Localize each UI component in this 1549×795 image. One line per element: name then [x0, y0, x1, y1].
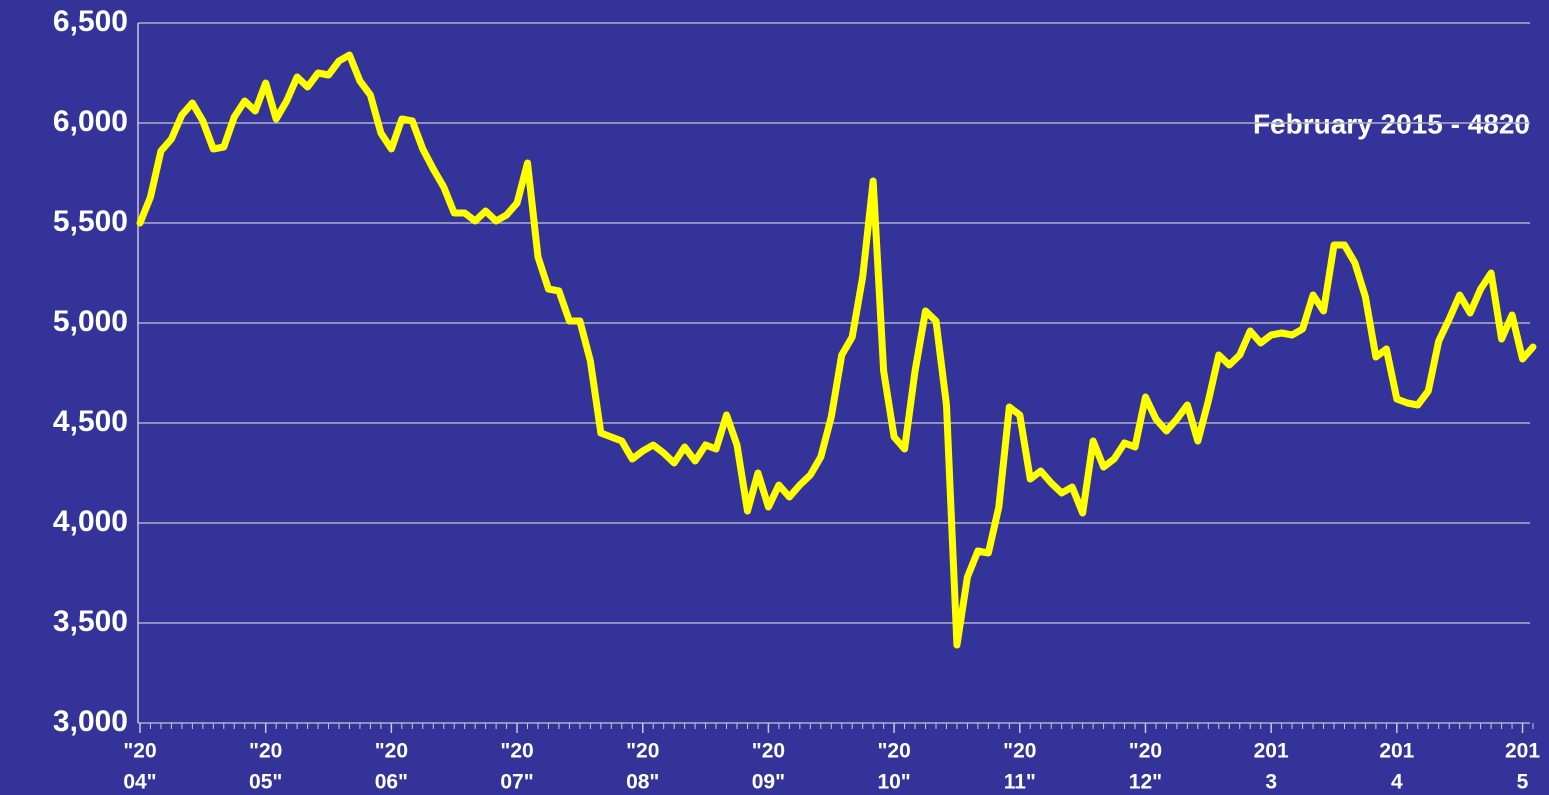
y-tick-label: 5,500	[53, 205, 128, 238]
x-tick-label: 4	[1391, 771, 1403, 794]
x-tick-label: 05"	[249, 771, 282, 794]
x-tick-label: 11"	[1004, 771, 1036, 794]
y-tick-label: 6,000	[53, 105, 128, 138]
x-tick-label: 06"	[375, 771, 408, 794]
y-tick-label: 4,000	[53, 505, 128, 538]
y-tick-label: 3,000	[53, 705, 128, 738]
x-tick-label: "20	[1003, 740, 1036, 763]
x-tick-label: 07"	[500, 771, 533, 794]
y-tick-label: 4,500	[53, 405, 128, 438]
x-tick-label: "20	[500, 740, 533, 763]
x-tick-label: 201	[1379, 740, 1414, 763]
annotation: February 2015 - 4820	[1253, 108, 1530, 139]
x-tick-label: 09"	[752, 771, 785, 794]
data-line	[136, 51, 1537, 649]
x-tick-label: 3	[1265, 771, 1277, 794]
x-tick-label: "20	[626, 740, 659, 763]
x-tick-label: 04"	[123, 771, 156, 794]
x-tick-label: 5	[1517, 771, 1529, 794]
x-tick-label: "20	[877, 740, 910, 763]
x-tick-label: "20	[249, 740, 282, 763]
x-tick-label: 10"	[877, 771, 910, 794]
y-tick-label: 3,500	[53, 605, 128, 638]
x-tick-label: "20	[123, 740, 156, 763]
x-tick-label: "20	[1129, 740, 1162, 763]
x-tick-label: 201	[1254, 740, 1289, 763]
y-tick-label: 5,000	[53, 305, 128, 338]
x-tick-label: "20	[752, 740, 785, 763]
x-tick-label: 08"	[626, 771, 659, 794]
x-tick-label: 201	[1505, 740, 1540, 763]
y-tick-label: 6,500	[53, 5, 128, 38]
x-tick-label: 12"	[1129, 771, 1162, 794]
x-tick-label: "20	[375, 740, 408, 763]
